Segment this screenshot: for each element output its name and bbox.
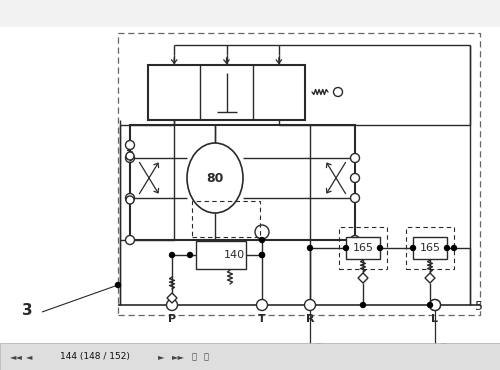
Circle shape — [378, 246, 382, 250]
Bar — [413, 237, 447, 259]
Text: 3: 3 — [22, 303, 32, 318]
Circle shape — [260, 238, 264, 242]
Text: 10: 10 — [315, 340, 325, 352]
Circle shape — [350, 194, 360, 202]
Circle shape — [428, 303, 432, 307]
Text: 165: 165 — [420, 243, 440, 253]
Bar — [406, 227, 454, 269]
Circle shape — [188, 252, 192, 258]
Circle shape — [350, 174, 360, 182]
Ellipse shape — [187, 143, 243, 213]
Text: ►►: ►► — [172, 353, 185, 361]
Circle shape — [304, 299, 316, 310]
Circle shape — [410, 246, 416, 250]
Polygon shape — [425, 273, 435, 283]
Circle shape — [255, 225, 269, 239]
Text: T: T — [258, 314, 266, 324]
Circle shape — [430, 299, 440, 310]
Circle shape — [360, 303, 366, 307]
Circle shape — [350, 235, 360, 245]
Text: 165: 165 — [352, 243, 374, 253]
Bar — [196, 241, 246, 269]
Circle shape — [170, 252, 174, 258]
Bar — [148, 65, 305, 120]
Text: 💾: 💾 — [204, 353, 209, 361]
Text: P: P — [168, 314, 176, 324]
Text: 📄: 📄 — [192, 353, 197, 361]
Circle shape — [334, 87, 342, 97]
Text: 10: 10 — [440, 340, 450, 352]
Bar — [339, 227, 387, 269]
Circle shape — [308, 246, 312, 250]
Circle shape — [260, 252, 264, 258]
Circle shape — [126, 141, 134, 149]
Bar — [0, 343, 500, 370]
Circle shape — [256, 299, 268, 310]
Circle shape — [444, 246, 450, 250]
Circle shape — [430, 299, 440, 310]
Circle shape — [126, 194, 134, 202]
Circle shape — [126, 235, 134, 245]
Circle shape — [260, 252, 264, 258]
Circle shape — [344, 246, 348, 250]
Circle shape — [452, 246, 456, 250]
Text: 80: 80 — [206, 172, 224, 185]
Text: L: L — [432, 314, 438, 324]
Text: R: R — [306, 314, 314, 324]
Text: ◄◄: ◄◄ — [10, 353, 23, 361]
Text: ►: ► — [158, 353, 164, 361]
Bar — [192, 201, 260, 237]
Circle shape — [116, 283, 120, 287]
Circle shape — [350, 154, 360, 162]
Text: 5: 5 — [475, 300, 483, 313]
Bar — [130, 125, 355, 240]
Text: 144 (148 / 152): 144 (148 / 152) — [60, 353, 130, 361]
Circle shape — [126, 152, 134, 160]
Bar — [346, 237, 380, 259]
Circle shape — [126, 154, 134, 162]
Circle shape — [126, 196, 134, 204]
Bar — [118, 33, 480, 315]
Text: ◄: ◄ — [26, 353, 32, 361]
Polygon shape — [358, 273, 368, 283]
Text: 140: 140 — [224, 250, 244, 260]
Circle shape — [166, 299, 177, 310]
Polygon shape — [167, 293, 177, 303]
